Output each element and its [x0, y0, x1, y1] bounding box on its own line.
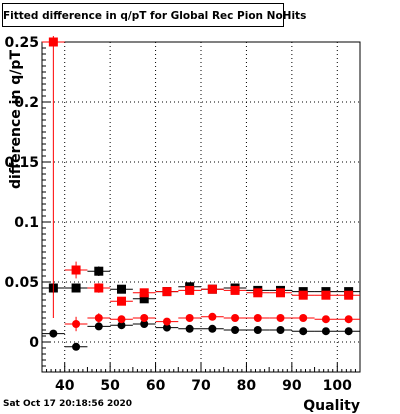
data-point-circle: [299, 314, 308, 322]
data-point-circle: [117, 315, 126, 324]
data-point-circle: [208, 312, 217, 321]
chart-title: Fitted difference in q/pT for Global Rec…: [3, 10, 307, 22]
data-point-circle: [299, 327, 308, 336]
x-tick-label: 60: [146, 378, 166, 394]
data-point-circle: [140, 320, 149, 328]
data-point-square: [94, 283, 104, 293]
data-point-circle: [94, 322, 103, 331]
y-tick-label: 0.05: [4, 275, 39, 291]
data-point-circle: [72, 320, 81, 328]
x-tick-label: 40: [55, 378, 75, 394]
data-point-square: [162, 287, 172, 297]
x-tick-label: 100: [323, 378, 352, 394]
x-tick-label: 80: [237, 378, 257, 394]
data-point-circle: [185, 324, 194, 333]
data-point-circle: [185, 314, 194, 322]
data-point-circle: [344, 327, 353, 336]
data-point-square: [253, 288, 263, 298]
data-point-square: [230, 285, 240, 295]
data-point-circle: [231, 326, 240, 334]
data-point-square: [117, 296, 126, 306]
data-point-circle: [276, 326, 285, 334]
data-point-circle: [344, 315, 353, 324]
data-point-square: [71, 265, 81, 275]
data-point-circle: [72, 342, 81, 351]
data-point-square: [321, 290, 331, 300]
data-point-square: [185, 285, 195, 295]
x-axis-label: Quality: [303, 398, 360, 414]
data-layer: [42, 36, 360, 351]
data-point-square: [344, 290, 354, 300]
data-point-square: [94, 266, 104, 276]
data-point-square: [298, 290, 308, 300]
chart-title-box: Fitted difference in q/pT for Global Rec…: [2, 3, 307, 27]
x-tick-label: 90: [282, 378, 302, 394]
data-point-square: [207, 284, 217, 294]
y-tick-label: 0.15: [4, 155, 39, 171]
timestamp-label: Sat Oct 17 20:18:56 2020: [3, 399, 133, 409]
y-tick-label: 0.1: [14, 215, 39, 231]
y-tick-label: 0.25: [4, 35, 39, 51]
data-point-circle: [321, 315, 330, 324]
data-point-circle: [117, 321, 126, 330]
data-point-square: [71, 283, 81, 293]
x-tick-label: 70: [191, 378, 211, 394]
data-point-square: [139, 294, 149, 304]
data-point-circle: [208, 324, 217, 333]
y-axis-label: difference in q/pT: [8, 50, 24, 189]
data-point-circle: [162, 323, 171, 332]
x-tick-label: 50: [100, 378, 120, 394]
data-point-circle: [49, 329, 58, 338]
data-point-circle: [253, 314, 262, 322]
data-point-circle: [162, 317, 171, 326]
data-point-square: [48, 37, 58, 47]
y-tick-label: 0.2: [14, 95, 39, 111]
data-point-circle: [140, 314, 149, 322]
data-point-square: [139, 288, 149, 298]
data-point-circle: [276, 314, 285, 322]
data-point-square: [276, 288, 285, 298]
data-point-square: [117, 284, 126, 294]
data-point-circle: [253, 326, 262, 334]
y-tick-label: 0: [29, 335, 39, 351]
data-point-circle: [94, 314, 103, 322]
data-point-circle: [321, 327, 330, 336]
data-point-circle: [231, 314, 240, 322]
